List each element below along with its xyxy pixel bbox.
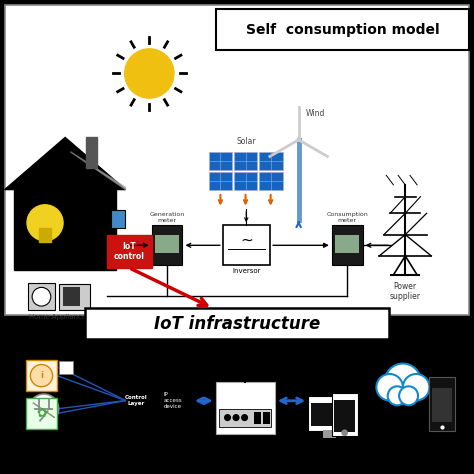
Circle shape — [399, 386, 418, 405]
Bar — [216, 382, 275, 434]
Text: i: i — [40, 371, 43, 380]
Text: Consumption
meter: Consumption meter — [326, 212, 368, 223]
Bar — [85, 137, 98, 168]
Bar — [311, 403, 347, 426]
Circle shape — [385, 364, 421, 400]
Bar — [63, 287, 80, 306]
Circle shape — [225, 415, 230, 420]
Bar — [39, 228, 51, 242]
Bar — [432, 388, 452, 422]
Bar — [209, 152, 232, 170]
Bar — [332, 225, 363, 265]
Bar — [111, 210, 125, 228]
Bar — [216, 9, 469, 50]
Circle shape — [341, 429, 348, 436]
Bar — [331, 393, 358, 436]
Bar — [126, 388, 161, 414]
Text: ~: ~ — [240, 233, 253, 248]
Bar — [323, 430, 336, 438]
Text: Home Appliances: Home Appliances — [29, 314, 90, 320]
Bar — [334, 400, 356, 432]
Circle shape — [403, 374, 429, 401]
Text: IP
access
device: IP access device — [164, 392, 182, 409]
Text: IoT infrastructure: IoT infrastructure — [154, 315, 320, 332]
Bar — [107, 235, 152, 268]
Text: Generation
meter: Generation meter — [149, 212, 185, 223]
Circle shape — [388, 386, 407, 405]
Bar — [254, 412, 261, 424]
Circle shape — [32, 287, 51, 306]
Bar — [5, 5, 469, 315]
Bar — [85, 308, 389, 339]
Bar — [14, 190, 116, 270]
Bar — [259, 172, 283, 190]
Bar — [155, 235, 179, 253]
Circle shape — [233, 415, 239, 420]
Text: Wind: Wind — [306, 109, 325, 118]
Bar — [28, 283, 55, 310]
Bar — [259, 152, 283, 170]
Circle shape — [376, 374, 403, 401]
Bar — [152, 225, 182, 265]
Circle shape — [30, 365, 53, 387]
Bar — [59, 361, 73, 374]
Bar — [234, 172, 257, 190]
Text: Self  consumption model: Self consumption model — [246, 23, 439, 36]
Bar — [219, 409, 271, 427]
Text: ✿: ✿ — [36, 407, 47, 420]
Polygon shape — [5, 137, 126, 190]
Bar — [26, 360, 57, 391]
Polygon shape — [70, 152, 126, 190]
Bar — [223, 225, 270, 265]
Bar — [59, 284, 90, 310]
Bar — [336, 235, 359, 253]
Text: Power
supplier: Power supplier — [390, 282, 421, 301]
Bar — [308, 396, 351, 431]
Text: Solar: Solar — [237, 137, 256, 146]
Bar — [209, 172, 232, 190]
Bar — [234, 152, 257, 170]
Circle shape — [27, 205, 63, 241]
Text: IoT
control: IoT control — [114, 242, 145, 261]
Text: Control
Layer: Control Layer — [125, 395, 147, 406]
Bar — [263, 412, 270, 424]
Bar — [429, 377, 455, 431]
Circle shape — [29, 394, 59, 424]
Circle shape — [242, 415, 247, 420]
Text: Inversor: Inversor — [232, 268, 261, 274]
Circle shape — [125, 49, 174, 98]
Bar — [26, 398, 57, 429]
